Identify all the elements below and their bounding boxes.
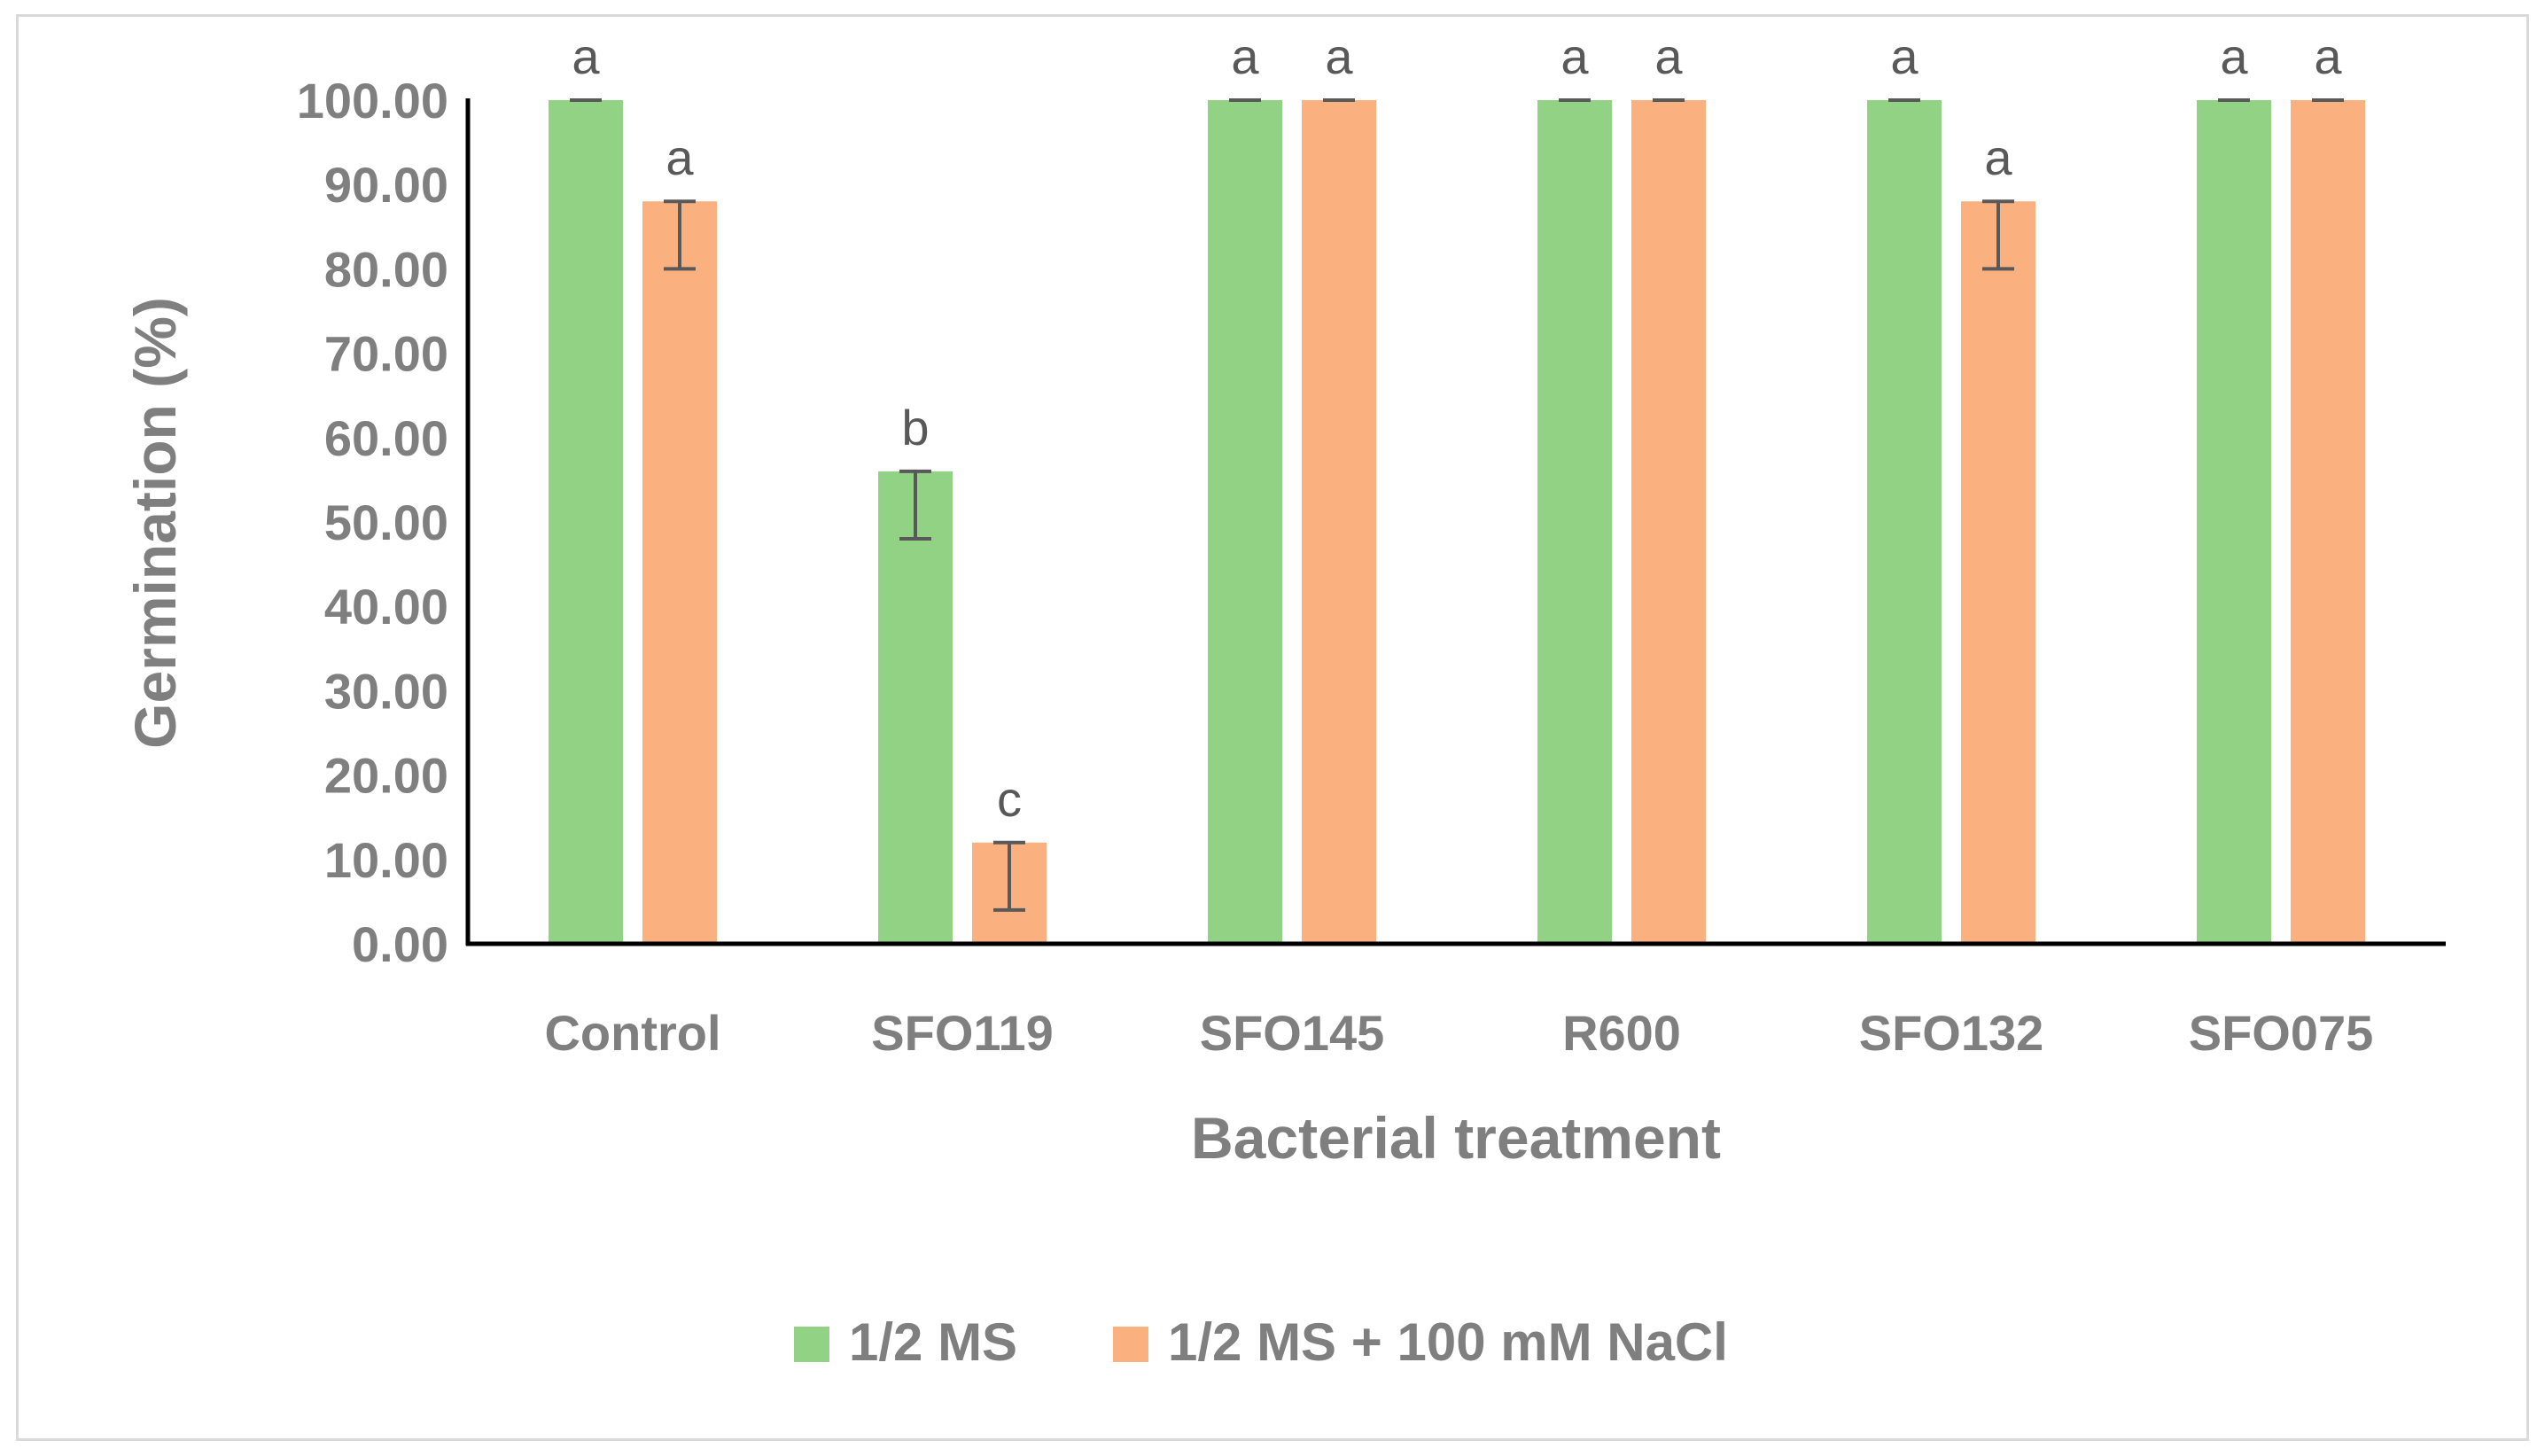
legend: 1/2 MS 1/2 MS + 100 mM NaCl — [794, 1312, 1728, 1372]
significance-letter: a — [572, 28, 600, 84]
y-tick-label: 0.00 — [352, 916, 448, 972]
y-axis-title: Germination (%) — [122, 297, 188, 749]
x-tick-label: SFO132 — [1859, 1005, 2044, 1061]
significance-letter: a — [2314, 28, 2342, 84]
bar-ms — [1867, 100, 1942, 944]
y-tick-label: 100.00 — [297, 73, 448, 128]
x-tick-label: R600 — [1562, 1005, 1681, 1061]
significance-letter: a — [1231, 28, 1259, 84]
bar-nacl — [1631, 100, 1706, 944]
significance-letter: b — [901, 400, 929, 455]
legend-label: 1/2 MS + 100 mM NaCl — [1168, 1312, 1728, 1372]
significance-letter: a — [1984, 129, 2012, 185]
significance-letter: a — [1560, 28, 1589, 84]
x-tick-label: SFO145 — [1200, 1005, 1385, 1061]
bar-ms — [549, 100, 623, 944]
significance-letter: a — [2220, 28, 2248, 84]
y-tick-label: 80.00 — [324, 241, 448, 297]
legend-label: 1/2 MS — [849, 1312, 1017, 1372]
y-axis-ticks: 0.00 10.00 20.00 30.00 40.00 50.00 60.00 70.00 8… — [297, 73, 448, 972]
significance-letter: a — [1654, 28, 1683, 84]
bar-ms — [878, 471, 953, 944]
error-bars — [570, 98, 2344, 912]
legend-swatch — [794, 1327, 829, 1362]
x-tick-label: Control — [544, 1005, 720, 1061]
y-tick-label: 60.00 — [324, 410, 448, 466]
bar-ms — [1208, 100, 1282, 944]
x-tick-label: SFO075 — [2189, 1005, 2374, 1061]
y-tick-label: 30.00 — [324, 663, 448, 719]
significance-letter: a — [665, 129, 694, 185]
bar-nacl — [642, 201, 717, 945]
bar-ms — [2197, 100, 2271, 944]
legend-swatch — [1113, 1327, 1148, 1362]
y-tick-label: 90.00 — [324, 157, 448, 213]
x-tick-label: SFO119 — [871, 1005, 1053, 1061]
bars — [549, 100, 2365, 945]
significance-letter: a — [1325, 28, 1353, 84]
y-tick-label: 50.00 — [324, 494, 448, 550]
y-tick-label: 70.00 — [324, 326, 448, 382]
bar-nacl — [1302, 100, 1376, 944]
bar-ms — [1537, 100, 1612, 944]
bar-nacl — [1961, 201, 2035, 945]
significance-letters: a a b c a a a a a a a a — [572, 28, 2342, 827]
y-tick-label: 40.00 — [324, 579, 448, 635]
y-tick-label: 10.00 — [324, 832, 448, 888]
x-axis-ticks: Control SFO119 SFO145 R600 SFO132 SFO075 — [544, 1005, 2373, 1061]
x-axis-title: Bacterial treatment — [1191, 1105, 1721, 1171]
significance-letter: a — [1890, 28, 1918, 84]
y-tick-label: 20.00 — [324, 748, 448, 804]
bar-nacl — [2291, 100, 2365, 944]
significance-letter: c — [997, 771, 1022, 827]
